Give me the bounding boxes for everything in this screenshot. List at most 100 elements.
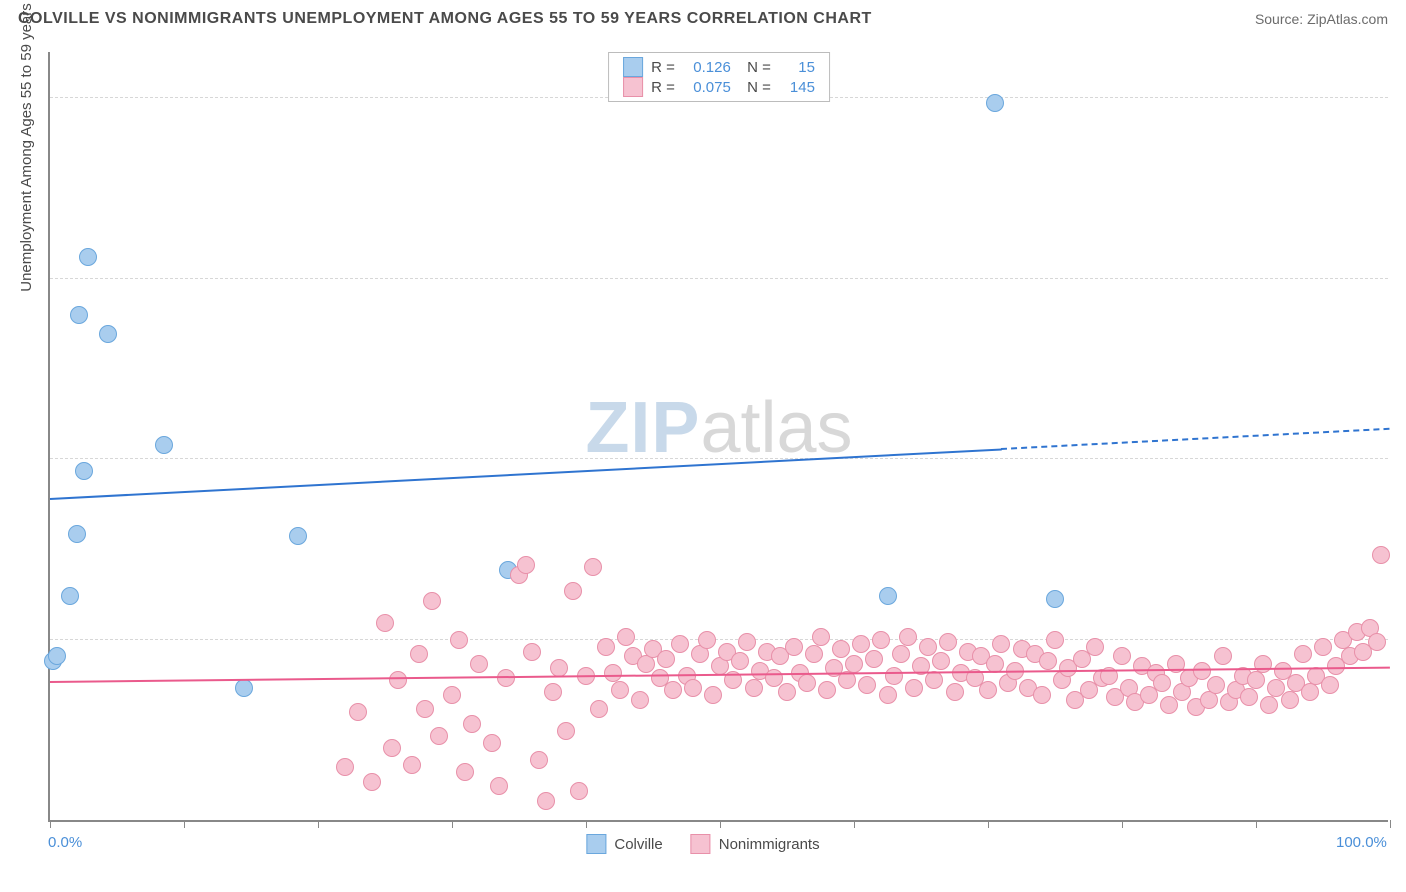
correlation-legend: R =0.126 N =15R =0.075 N =145 [608,52,830,102]
data-point [1301,683,1319,701]
x-tick [1256,820,1257,828]
data-point [932,652,950,670]
data-point [450,631,468,649]
x-axis-min-label: 0.0% [48,834,82,851]
data-point [410,645,428,663]
data-point [490,777,508,795]
trend-line [1001,428,1390,450]
legend-r-value: 0.075 [683,79,731,96]
data-point [1314,638,1332,656]
x-tick [184,820,185,828]
legend-row: R =0.075 N =145 [623,77,815,97]
legend-row: R =0.126 N =15 [623,57,815,77]
y-tick-label: 30.0% [1394,73,1406,90]
data-point [564,582,582,600]
data-point [899,628,917,646]
data-point [68,525,86,543]
data-point [1260,696,1278,714]
series-legend: Colville Nonimmigrants [586,834,819,854]
x-tick [720,820,721,828]
data-point [349,703,367,721]
y-tick-label: 22.5% [1394,253,1406,270]
data-point [363,773,381,791]
data-point [731,652,749,670]
data-point [1113,647,1131,665]
data-point [805,645,823,663]
data-point [376,614,394,632]
x-tick [854,820,855,828]
x-axis-max-label: 100.0% [1336,834,1387,851]
data-point [879,686,897,704]
trend-line [50,448,1002,500]
data-point [879,587,897,605]
data-point [738,633,756,651]
source-link[interactable]: ZipAtlas.com [1307,11,1388,27]
data-point [946,683,964,701]
data-point [570,782,588,800]
data-point [389,671,407,689]
data-point [905,679,923,697]
data-point [443,686,461,704]
data-point [99,325,117,343]
x-tick [586,820,587,828]
data-point [604,664,622,682]
data-point [852,635,870,653]
data-point [537,792,555,810]
y-tick-label: 15.0% [1394,434,1406,451]
data-point [483,734,501,752]
x-tick [1390,820,1391,828]
y-tick-label: 7.5% [1394,614,1406,631]
data-point [1372,546,1390,564]
data-point [544,683,562,701]
data-point [1033,686,1051,704]
data-point [416,700,434,718]
data-point [1281,691,1299,709]
data-point [470,655,488,673]
data-point [1153,674,1171,692]
legend-item: Colville [586,834,662,854]
legend-label: Colville [614,836,662,853]
data-point [1321,676,1339,694]
data-point [61,587,79,605]
legend-label: Nonimmigrants [719,836,820,853]
gridline [50,278,1388,279]
data-point [590,700,608,718]
legend-n-label: N = [739,59,771,76]
data-point [818,681,836,699]
legend-swatch [623,57,643,77]
data-point [992,635,1010,653]
data-point [517,556,535,574]
chart-title: COLVILLE VS NONIMMIGRANTS UNEMPLOYMENT A… [18,10,872,28]
data-point [919,638,937,656]
data-point [631,691,649,709]
legend-n-value: 145 [779,79,815,96]
data-point [1294,645,1312,663]
data-point [79,248,97,266]
data-point [1247,671,1265,689]
data-point [456,763,474,781]
data-point [1193,662,1211,680]
data-point [1086,638,1104,656]
data-point [336,758,354,776]
watermark: ZIPatlas [585,387,852,469]
data-point [704,686,722,704]
data-point [155,436,173,454]
data-point [235,679,253,697]
legend-swatch [623,77,643,97]
data-point [1039,652,1057,670]
legend-swatch [586,834,606,854]
data-point [383,739,401,757]
x-tick [1122,820,1123,828]
data-point [70,306,88,324]
gridline [50,458,1388,459]
legend-item: Nonimmigrants [691,834,820,854]
data-point [832,640,850,658]
data-point [1046,631,1064,649]
data-point [765,669,783,687]
data-point [584,558,602,576]
data-point [986,94,1004,112]
data-point [1368,633,1386,651]
data-point [671,635,689,653]
data-point [403,756,421,774]
gridline [50,639,1388,640]
